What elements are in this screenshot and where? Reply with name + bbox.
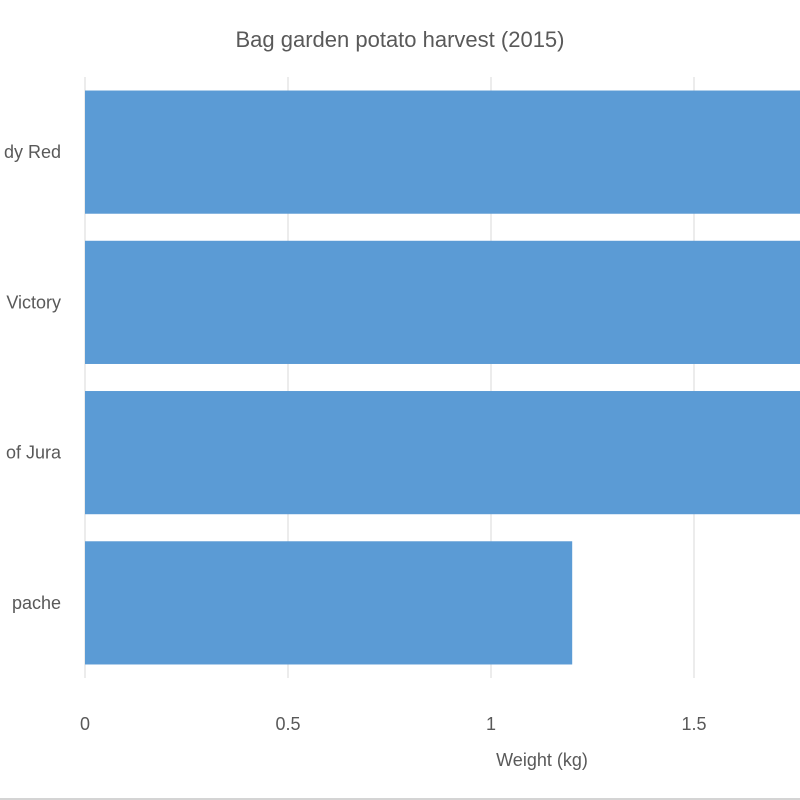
bar (85, 391, 800, 515)
x-axis-title: Weight (kg) (496, 750, 588, 770)
category-labels: dy Red Victory of Jura pache (4, 142, 62, 613)
category-label: pache (12, 593, 61, 613)
x-tick-label: 0.5 (275, 714, 300, 734)
bar (85, 90, 800, 214)
category-label: of Jura (6, 443, 62, 463)
x-tick-labels: 00.511.522.533. (80, 714, 707, 734)
x-tick-label: 1.5 (681, 714, 706, 734)
category-label: Victory (6, 292, 61, 312)
bar (85, 541, 573, 665)
chart-title: Bag garden potato harvest (2015) (235, 27, 564, 52)
bar (85, 240, 800, 364)
bars (85, 90, 800, 665)
category-label: dy Red (4, 142, 61, 162)
x-tick-label: 0 (80, 714, 90, 734)
x-tick-label: 1 (486, 714, 496, 734)
